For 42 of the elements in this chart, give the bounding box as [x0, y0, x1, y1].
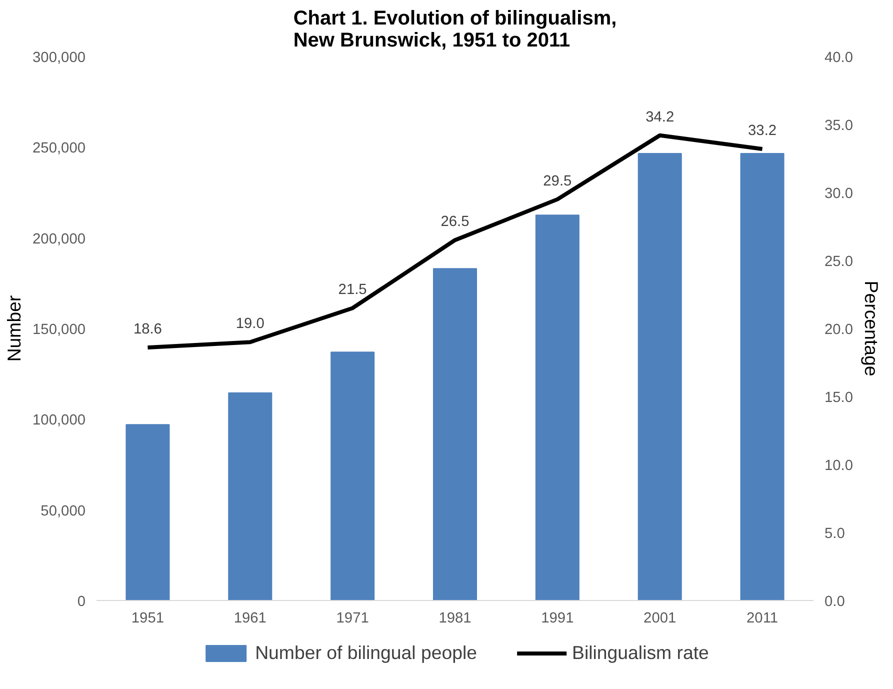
y2-tick-label: 25.0 — [824, 254, 854, 270]
x-tick-label: 1991 — [541, 610, 574, 626]
x-tick-label: 2001 — [644, 610, 676, 626]
y2-tick-label: 35.0 — [824, 118, 854, 134]
chart-title: Chart 1. Evolution of bilingualism, New Brunswick, 1951 to 2011 — [293, 8, 617, 52]
data-label: 33.2 — [748, 122, 777, 139]
y2-tick-label: 15.0 — [824, 390, 854, 406]
data-label: 34.2 — [646, 109, 674, 126]
y2-tick-label: 30.0 — [824, 186, 854, 202]
data-label: 29.5 — [543, 173, 572, 190]
y2-tick-label: 10.0 — [824, 458, 854, 474]
y2-tick-label: 20.0 — [824, 322, 854, 338]
data-label: 18.6 — [133, 322, 162, 338]
y-tick-label: 300,000 — [32, 50, 86, 66]
legend-label: Number of bilingual people — [255, 642, 478, 664]
bar — [228, 392, 272, 600]
y-tick-label: 50,000 — [40, 503, 86, 520]
bar — [330, 352, 375, 600]
legend-label: Bilingualism rate — [572, 642, 709, 664]
x-tick-label: 1981 — [438, 610, 472, 626]
y2-tick-label: 0.0 — [824, 594, 845, 610]
x-tick-label: 1961 — [234, 610, 266, 626]
x-tick-label: 1951 — [131, 610, 164, 626]
x-tick-label: 1971 — [336, 610, 369, 626]
y-tick-label: 100,000 — [32, 412, 86, 429]
data-label: 26.5 — [440, 214, 470, 230]
data-label: 21.5 — [338, 282, 367, 298]
y-tick-label: 250,000 — [32, 140, 86, 157]
y-tick-label: 0 — [77, 594, 86, 610]
bar — [126, 424, 170, 600]
y2-axis-title: Percentage — [861, 280, 882, 376]
y-tick-label: 200,000 — [32, 231, 86, 248]
y2-tick-label: 40.0 — [824, 50, 854, 66]
bar — [535, 214, 580, 600]
x-tick-label: 2011 — [746, 610, 778, 626]
y-axis-title: Number — [4, 295, 25, 362]
data-label: 19.0 — [236, 316, 264, 332]
y2-tick-label: 5.0 — [824, 526, 845, 542]
bar — [638, 153, 682, 600]
y-tick-label: 150,000 — [32, 322, 86, 338]
bar — [432, 268, 478, 600]
bar — [740, 153, 784, 600]
